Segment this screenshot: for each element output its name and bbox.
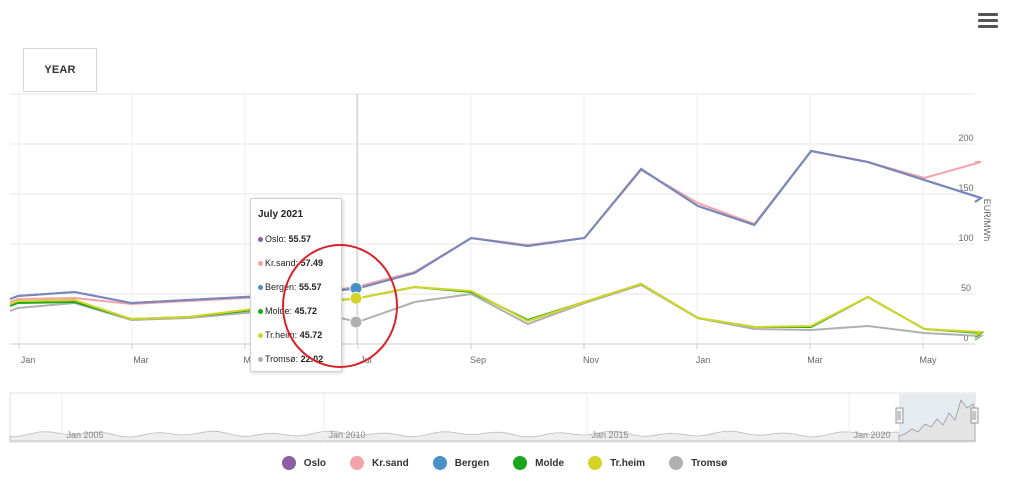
legend-dot-icon [669, 456, 684, 470]
series-line-bergen[interactable] [9, 149, 984, 305]
year-range-button[interactable]: YEAR [23, 48, 97, 92]
navigator-label: Jan 2015 [591, 430, 628, 440]
navigator-label: Jan 2010 [328, 430, 365, 440]
legend-label: Kr.sand [372, 457, 409, 469]
y-tick-label: 0 [963, 333, 968, 343]
tooltip-title: July 2021 [258, 209, 304, 220]
legend-label: Tr.heim [610, 457, 646, 469]
chart-grid [10, 93, 975, 345]
legend-item-molde[interactable]: Molde [513, 456, 564, 470]
legend-item-krsand[interactable]: Kr.sand [350, 456, 409, 470]
tooltip-label: Tr.heim: [265, 330, 300, 340]
x-tick-label: Nov [583, 355, 600, 365]
x-tick-label: Mar [133, 355, 149, 365]
legend-label: Tromsø [691, 457, 728, 469]
legend-dot-icon [432, 456, 447, 470]
tooltip-label: Kr.sand: [265, 258, 301, 268]
tooltip-dot-icon [258, 261, 263, 267]
legend[interactable]: Oslo Kr.sand Bergen Molde Tr.heim Tromsø [0, 452, 1009, 474]
tooltip-label: Bergen: [265, 282, 300, 292]
tooltip-value: 57.49 [300, 258, 324, 268]
legend-item-bergen[interactable]: Bergen [432, 456, 490, 470]
x-tick-label: Sep [470, 355, 486, 365]
navigator-series [9, 430, 901, 442]
y-tick-label: 100 [958, 233, 973, 243]
legend-label: Bergen [454, 457, 490, 469]
tooltip-label: Oslo: [265, 234, 289, 244]
tooltip-row: Oslo: 55.57 [258, 227, 334, 251]
x-tick-label: Jan [21, 355, 36, 365]
tooltip-row: Molde: 45.72 [258, 299, 334, 323]
tooltip-label: Molde: [265, 306, 295, 316]
legend-dot-icon [513, 456, 528, 470]
tooltip-value: 55.57 [299, 282, 322, 292]
navigator-label: Jan 2005 [66, 430, 103, 440]
hamburger-menu-icon[interactable] [976, 10, 1000, 32]
x-axis: JanMarMayJulSepNovJanMarMay [10, 343, 975, 365]
tooltip-row: Kr.sand: 57.49 [258, 251, 334, 275]
tooltip-label: Tromsø: [265, 354, 301, 364]
tooltip-dot-icon [258, 309, 263, 315]
tooltip-dot-icon [258, 237, 263, 243]
tooltip-dot-icon [258, 357, 263, 363]
legend-label: Molde [535, 457, 565, 469]
tooltip-value: 22.02 [300, 354, 324, 364]
legend-item-oslo[interactable]: Oslo [281, 456, 327, 470]
tooltip-value: 55.57 [288, 234, 312, 244]
tooltip-row: Bergen: 55.57 [258, 275, 334, 299]
navigator-label: Jan 2020 [853, 430, 890, 440]
chart-series[interactable] [9, 149, 985, 341]
legend-item-trheim[interactable]: Tr.heim [588, 456, 645, 470]
x-tick-label: May [919, 355, 937, 365]
legend-dot-icon [350, 456, 365, 470]
tooltip-dot-icon [258, 285, 263, 291]
legend-dot-icon [588, 456, 603, 470]
y-axis: 0 50 100 150 200 [958, 133, 973, 343]
x-tick-label: Jan [696, 355, 711, 365]
tooltip-value: 45.72 [299, 330, 323, 340]
legend-label: Oslo [303, 457, 327, 469]
hover-marker [349, 291, 363, 305]
line-chart: JanMarMayJulSepNovJanMarMay 050100150200… [9, 93, 992, 443]
series-line-krsand[interactable] [9, 149, 982, 306]
series-line-trheim[interactable] [9, 282, 985, 337]
series-line-oslo[interactable] [9, 149, 984, 305]
tooltip-row: Tromsø: 22.02 [258, 347, 334, 371]
y-axis-label: EUR/MWh [982, 199, 992, 242]
navigator[interactable]: Jan 2005 Jan 2010 Jan 2015 Jan 2020 [9, 392, 979, 443]
hover-marker [349, 315, 363, 329]
x-tick-label: Mar [807, 355, 823, 365]
tooltip-row: Tr.heim: 45.72 [258, 323, 334, 347]
y-tick-label: 200 [958, 133, 973, 143]
tooltip-dot-icon [258, 333, 263, 339]
hover-markers [349, 281, 363, 329]
y-tick-label: 150 [958, 183, 973, 193]
legend-item-troms[interactable]: Tromsø [669, 456, 727, 470]
legend-dot-icon [281, 456, 296, 470]
tooltip: July 2021 Oslo: 55.57 Kr.sand: 57.49 Berge… [250, 198, 342, 372]
y-tick-label: 50 [961, 283, 971, 293]
tooltip-value: 45.72 [294, 306, 318, 316]
x-tick-label: Jul [360, 355, 372, 365]
